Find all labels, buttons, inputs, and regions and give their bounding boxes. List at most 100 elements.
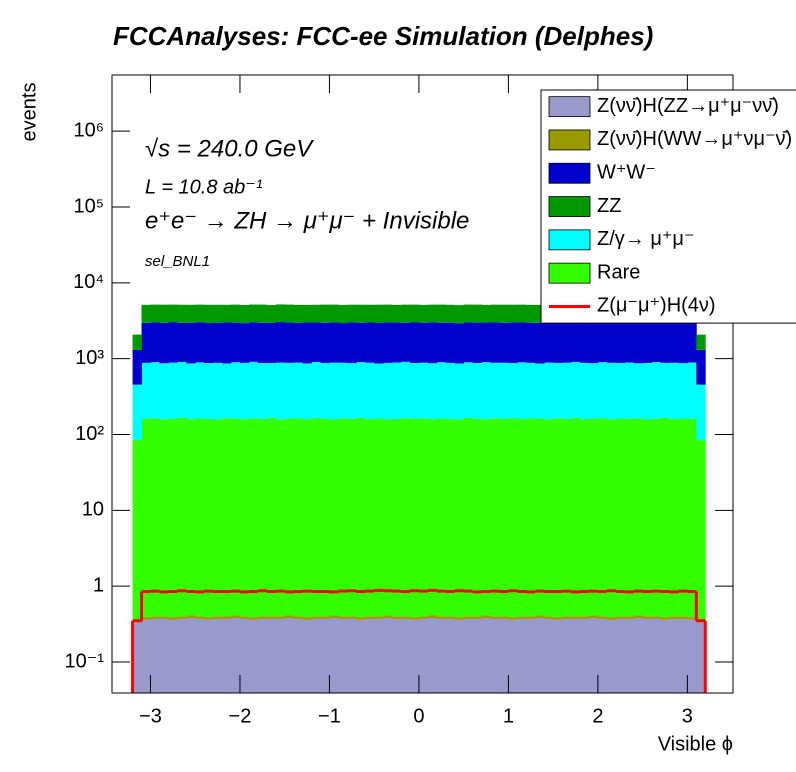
histogram-bar xyxy=(159,419,169,617)
histogram-bar xyxy=(132,334,142,350)
histogram-bar xyxy=(239,323,250,363)
histogram-bar xyxy=(150,616,160,619)
histogram-bar xyxy=(490,322,500,363)
histogram-bar xyxy=(678,363,688,419)
histogram-bar xyxy=(141,362,151,419)
histogram-bar xyxy=(213,618,223,693)
histogram-bar xyxy=(624,618,635,693)
histogram-bar xyxy=(284,322,295,363)
histogram-bar xyxy=(508,363,518,419)
histogram-bar xyxy=(141,304,151,323)
histogram-bar xyxy=(517,362,527,420)
histogram-bar xyxy=(338,618,348,693)
histogram-bar xyxy=(365,616,375,619)
histogram-bar xyxy=(588,615,599,619)
histogram-bar xyxy=(257,322,268,364)
y-axis-label: events xyxy=(18,83,40,142)
histogram-bar xyxy=(463,417,474,617)
histogram-bar xyxy=(409,418,420,618)
histogram-bar xyxy=(624,418,635,617)
histogram-bar xyxy=(195,616,205,619)
histogram-bar xyxy=(159,304,169,323)
histogram-bar xyxy=(266,322,277,363)
histogram-bar xyxy=(427,363,438,420)
histogram-bar xyxy=(168,322,178,363)
histogram-bar xyxy=(508,617,518,620)
histogram-bar xyxy=(222,304,232,323)
histogram-bar xyxy=(571,417,581,617)
histogram-bar xyxy=(231,615,241,619)
histogram-bar xyxy=(481,419,491,616)
histogram-bar xyxy=(678,322,688,364)
histogram-bar xyxy=(302,304,312,323)
histogram-bar xyxy=(615,322,626,363)
histogram-bar xyxy=(535,615,545,619)
legend-label: Rare xyxy=(597,261,640,283)
histogram-bar xyxy=(338,323,348,363)
histogram-bar xyxy=(535,418,545,616)
histogram-bar xyxy=(320,618,330,693)
histogram-bar xyxy=(669,322,679,363)
histogram-bar xyxy=(150,322,160,363)
histogram-bar xyxy=(499,362,509,419)
histogram-bar xyxy=(409,304,420,323)
histogram-bar xyxy=(454,619,465,693)
histogram-bar xyxy=(544,618,554,693)
histogram-bar xyxy=(213,304,223,323)
histogram-bar xyxy=(213,616,223,619)
histogram-bar xyxy=(275,419,286,617)
histogram-bar xyxy=(418,418,429,617)
x-tick-label: −3 xyxy=(139,705,162,727)
histogram-bar xyxy=(248,361,259,419)
histogram-bar xyxy=(517,616,527,619)
histogram-bar xyxy=(320,322,330,364)
histogram-bar xyxy=(365,362,375,420)
legend-label: Z(νν̄)H(ZZ→μ⁺μ⁻νν̄) xyxy=(597,95,779,117)
histogram-bar xyxy=(159,322,169,364)
histogram-bar xyxy=(517,322,527,363)
histogram-bar xyxy=(383,304,393,323)
histogram-bar xyxy=(150,618,160,693)
histogram-bar xyxy=(687,322,697,363)
histogram-bar xyxy=(508,322,518,364)
histogram-bar xyxy=(436,418,447,617)
histogram-bar xyxy=(418,322,429,363)
histogram-bar xyxy=(186,322,196,364)
x-axis-label: Visible ϕ xyxy=(658,733,733,755)
histogram-bar xyxy=(562,418,572,617)
histogram-bar xyxy=(311,361,321,419)
histogram-bar xyxy=(159,616,169,619)
histogram-bar xyxy=(436,362,447,419)
histogram-bar xyxy=(186,363,196,420)
histogram-bar xyxy=(633,618,644,693)
histogram-bar xyxy=(392,418,402,617)
legend-swatch xyxy=(548,96,591,118)
histogram-bar xyxy=(535,618,545,693)
histogram-bar xyxy=(266,417,277,617)
histogram-bar xyxy=(517,618,527,693)
histogram-bar xyxy=(320,616,330,619)
histogram-bar xyxy=(257,618,268,693)
histogram-bar xyxy=(633,322,644,364)
histogram-bar xyxy=(445,322,456,363)
histogram-bar xyxy=(159,363,169,420)
histogram-bar xyxy=(150,418,160,617)
histogram-bar xyxy=(383,322,393,363)
histogram-bar xyxy=(481,615,491,619)
histogram-bar xyxy=(490,616,500,619)
histogram-bar xyxy=(499,616,509,619)
histogram-bar xyxy=(615,418,626,617)
histogram-bar xyxy=(544,616,554,619)
histogram-bar xyxy=(427,419,438,616)
y-tick-label: 10³ xyxy=(75,347,104,369)
y-tick-label: 10⁵ xyxy=(73,195,104,217)
histogram-bar xyxy=(472,322,482,363)
histogram-bar xyxy=(418,362,429,419)
histogram-bar xyxy=(553,619,563,693)
histogram-bar xyxy=(579,419,590,617)
histogram-bar xyxy=(177,618,187,693)
histogram-bar xyxy=(231,618,241,693)
histogram-bar xyxy=(606,322,617,363)
x-tick-label: −1 xyxy=(318,705,341,727)
